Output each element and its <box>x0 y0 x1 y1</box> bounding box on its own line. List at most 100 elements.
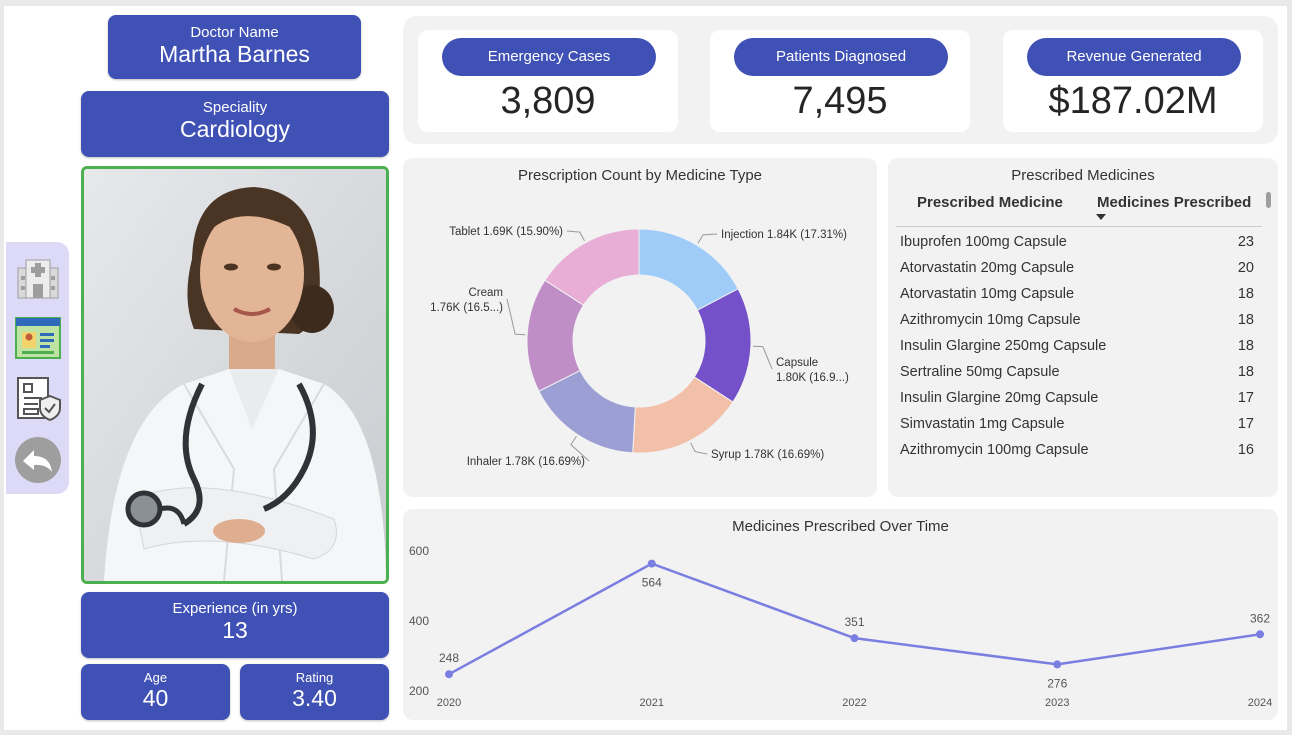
insurance-document-icon[interactable] <box>14 374 62 422</box>
donut-label: Capsule <box>776 357 818 369</box>
donut-label: Cream <box>468 287 503 299</box>
doctor-name-value: Martha Barnes <box>159 41 310 67</box>
back-arrow-icon[interactable] <box>14 436 62 484</box>
donut-leader-line <box>506 298 526 336</box>
medicine-count: 18 <box>1237 312 1254 328</box>
medicine-count: 18 <box>1237 286 1254 302</box>
kpi-value: 3,809 <box>500 80 596 122</box>
data-point[interactable] <box>850 634 859 643</box>
doctor-name-label: Doctor Name <box>190 24 279 41</box>
data-label: 276 <box>1047 676 1067 690</box>
sort-desc-icon[interactable] <box>1096 214 1108 222</box>
table-scrollbar[interactable] <box>1266 192 1271 208</box>
medicine-count: 16 <box>1237 442 1254 458</box>
donut-label: Injection 1.84K (17.31%) <box>721 229 847 241</box>
rating-label: Rating <box>295 670 334 685</box>
column-header-count[interactable]: Medicines Prescribed <box>1097 194 1252 211</box>
donut-label: Tablet 1.69K (15.90%) <box>449 226 563 238</box>
speciality-card: Speciality Cardiology <box>81 91 389 157</box>
table-row[interactable]: Insulin Glargine 20mg Capsule 17 <box>894 384 1260 410</box>
donut-leader-line <box>566 230 585 242</box>
medicine-name: Atorvastatin 20mg Capsule <box>900 260 1075 276</box>
doctor-photo <box>81 166 389 584</box>
x-tick-label: 2024 <box>1248 697 1272 709</box>
donut-leader-line <box>570 436 590 462</box>
donut-label: 1.76K (16.5...) <box>430 302 503 314</box>
table-row[interactable]: Simvastatin 1mg Capsule 17 <box>894 410 1260 436</box>
kpi-card-patients-diagnosed: Patients Diagnosed 7,495 <box>710 30 970 132</box>
medicine-count: 23 <box>1237 234 1254 250</box>
data-label: 248 <box>439 651 459 665</box>
table-row[interactable]: Atorvastatin 10mg Capsule 18 <box>894 280 1260 306</box>
donut-leader-line <box>697 233 718 244</box>
table-row[interactable]: Atorvastatin 20mg Capsule 20 <box>894 254 1260 280</box>
medicine-name: Azithromycin 100mg Capsule <box>900 442 1089 458</box>
line-chart-panel: Medicines Prescribed Over Time 600 400 200… <box>403 509 1278 720</box>
kpi-card-revenue-generated: Revenue Generated $187.02M <box>1003 30 1263 132</box>
speciality-label: Speciality <box>202 99 268 116</box>
speciality-value: Cardiology <box>180 116 290 142</box>
rating-card: Rating 3.40 <box>240 664 389 720</box>
medicine-count: 18 <box>1237 338 1254 354</box>
table-title: Prescribed Medicines <box>1011 167 1155 184</box>
medicine-name: Insulin Glargine 20mg Capsule <box>900 390 1099 406</box>
donut-chart-title: Prescription Count by Medicine Type <box>517 167 762 184</box>
data-point[interactable] <box>647 559 656 568</box>
table-body: Ibuprofen 100mg Capsule 23 Atorvastatin 20… <box>894 228 1260 496</box>
kpi-label: Revenue Generated <box>1027 38 1241 76</box>
y-tick-label: 200 <box>409 684 429 698</box>
data-label: 362 <box>1250 611 1270 625</box>
medicine-name: Azithromycin 10mg Capsule <box>900 312 1081 328</box>
medicine-count: 18 <box>1237 364 1254 380</box>
table-row[interactable]: Sertraline 50mg Capsule 18 <box>894 358 1260 384</box>
x-tick-label: 2023 <box>1045 697 1069 709</box>
x-tick-label: 2021 <box>640 697 664 709</box>
experience-card: Experience (in yrs) 13 <box>81 592 389 658</box>
donut-chart: Injection 1.84K (17.31%) Capsule 1.80K (16… <box>430 226 849 468</box>
medicine-count: 17 <box>1237 416 1254 432</box>
kpi-value: $187.02M <box>1048 80 1218 122</box>
experience-value: 13 <box>222 617 248 643</box>
prescribed-medicines-table: Prescribed Medicines Prescribed Medicine… <box>888 158 1278 497</box>
line-chart-title: Medicines Prescribed Over Time <box>732 518 949 535</box>
hospital-icon[interactable] <box>14 254 62 302</box>
table-row[interactable]: Azithromycin 100mg Capsule 16 <box>894 436 1260 462</box>
kpi-strip: Emergency Cases 3,809 Patients Diagnosed… <box>403 16 1278 144</box>
medicine-name: Simvastatin 1mg Capsule <box>900 416 1065 432</box>
data-point[interactable] <box>1256 630 1264 639</box>
age-label: Age <box>143 670 168 685</box>
medicine-count: 17 <box>1237 390 1254 406</box>
age-value: 40 <box>142 685 169 711</box>
donut-leader-line <box>690 442 708 455</box>
medicine-name: Atorvastatin 10mg Capsule <box>900 286 1075 302</box>
donut-label: 1.80K (16.9...) <box>776 372 849 384</box>
data-point[interactable] <box>1053 660 1062 669</box>
table-row[interactable]: Ibuprofen 100mg Capsule 23 <box>894 228 1260 254</box>
donut-label: Inhaler 1.78K (16.69%) <box>467 456 585 468</box>
medicine-name: Sertraline 50mg Capsule <box>900 364 1060 380</box>
rating-value: 3.40 <box>292 685 337 711</box>
doctor-name-card: Doctor Name Martha Barnes <box>108 15 361 79</box>
medicine-count: 20 <box>1237 260 1254 276</box>
x-tick-label: 2022 <box>842 697 866 709</box>
table-row[interactable]: Azithromycin 10mg Capsule 18 <box>894 306 1260 332</box>
data-label: 351 <box>844 615 864 629</box>
y-tick-label: 600 <box>409 544 429 558</box>
column-header-medicine[interactable]: Prescribed Medicine <box>917 194 1063 211</box>
kpi-value: 7,495 <box>792 80 888 122</box>
experience-label: Experience (in yrs) <box>172 600 298 617</box>
table-row[interactable]: Insulin Glargine 250mg Capsule 18 <box>894 332 1260 358</box>
donut-label: Syrup 1.78K (16.69%) <box>711 449 824 461</box>
donut-chart-panel: Prescription Count by Medicine Type Inje… <box>403 158 877 497</box>
profile-card-icon[interactable] <box>14 314 62 362</box>
kpi-label: Emergency Cases <box>442 38 656 76</box>
donut-leader-line <box>752 345 773 370</box>
x-tick-label: 2020 <box>437 697 461 709</box>
line-chart: 600 400 200 248 2020 564 2021 351 2022 276 2023 362… <box>409 544 1272 709</box>
age-card: Age 40 <box>81 664 230 720</box>
data-label: 564 <box>642 576 662 590</box>
donut-slice-tablet[interactable] <box>544 228 640 306</box>
kpi-card-emergency-cases: Emergency Cases 3,809 <box>418 30 678 132</box>
side-nav <box>6 242 69 494</box>
data-point[interactable] <box>445 670 453 679</box>
